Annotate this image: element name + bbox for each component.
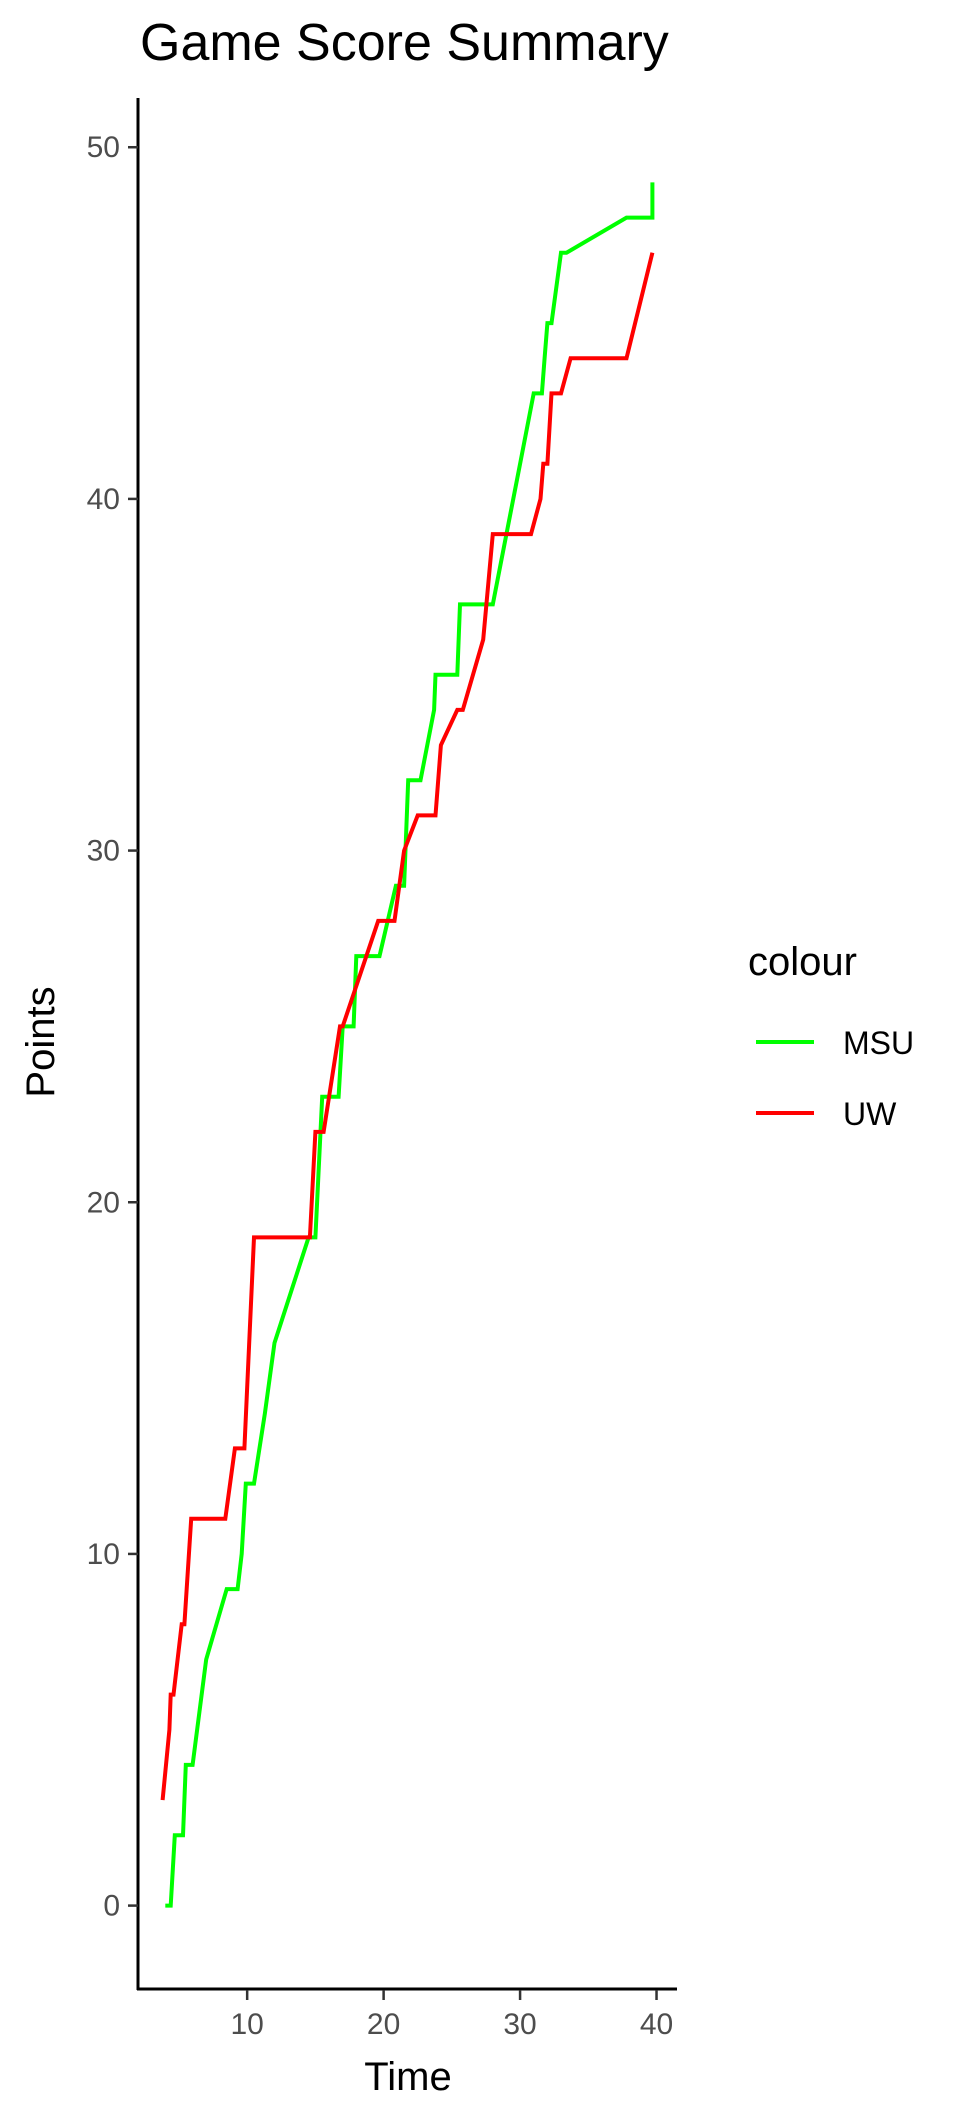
legend: colour MSU UW <box>748 940 914 1132</box>
x-tick-label: 40 <box>640 2008 673 2041</box>
legend-label-msu: MSU <box>843 1025 914 1061</box>
y-tick-label: 0 <box>103 1890 120 1923</box>
x-tick-label: 10 <box>230 2008 263 2041</box>
series-layer <box>160 182 655 1908</box>
y-tick-label: 30 <box>87 835 120 868</box>
x-tick-label: 20 <box>367 2008 400 2041</box>
y-tick-label: 10 <box>87 1538 120 1571</box>
y-ticks: 0 10 20 30 40 50 <box>87 131 138 1923</box>
chart-title: Game Score Summary <box>140 14 669 72</box>
x-tick-label: 30 <box>503 2008 536 2041</box>
plot-area: 0 10 20 30 40 50 10 20 30 40 <box>87 98 677 2041</box>
x-axis-title: Time <box>364 2055 451 2099</box>
y-tick-label: 40 <box>87 483 120 516</box>
legend-label-uw: UW <box>843 1096 897 1132</box>
series-line-msu <box>165 182 655 1908</box>
x-ticks: 10 20 30 40 <box>230 1990 673 2041</box>
series-line-uw <box>160 252 655 1801</box>
y-tick-label: 20 <box>87 1186 120 1219</box>
y-axis-title: Points <box>19 986 63 1097</box>
legend-title: colour <box>748 940 857 984</box>
y-tick-label: 50 <box>87 131 120 164</box>
